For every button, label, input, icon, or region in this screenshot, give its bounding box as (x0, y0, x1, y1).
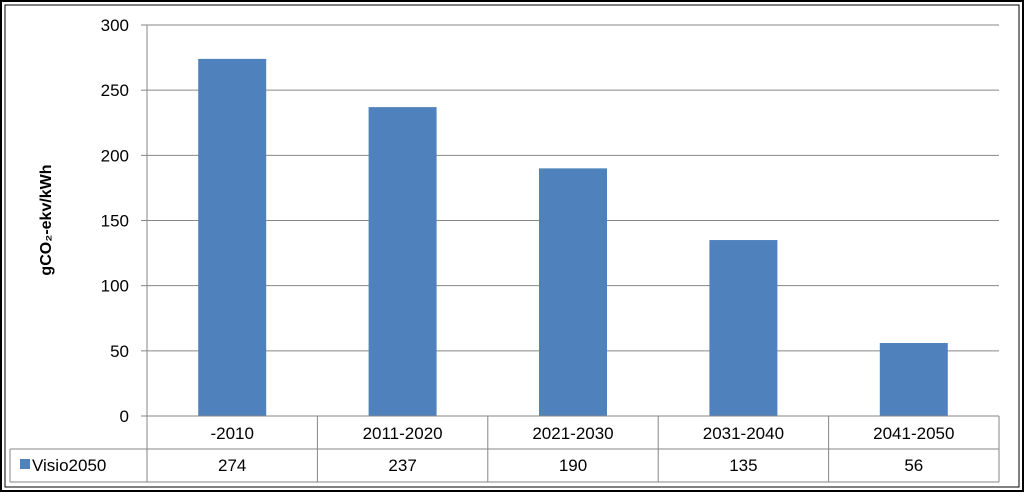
data-table-value: 135 (729, 456, 757, 475)
chart-inner-frame (4, 4, 1020, 488)
y-tick-label: 0 (120, 407, 129, 426)
y-tick-label: 50 (110, 342, 129, 361)
data-table: -2010 274 2011-2020 237 2021-2030 190 2031-204… (9, 415, 1000, 483)
bar (879, 343, 948, 416)
y-axis-title: gCO₂-ekv/kWh (38, 164, 55, 275)
legend-series-name: Visio2050 (32, 456, 106, 475)
category-label: -2010 (210, 424, 253, 443)
gridlines (147, 24, 999, 352)
data-table-value: 237 (388, 456, 416, 475)
y-tick-label: 250 (101, 81, 129, 100)
category-label: 2011-2020 (363, 424, 443, 443)
y-tick-label: 150 (101, 212, 129, 231)
category-label: 2031-2040 (703, 424, 784, 443)
bar (368, 107, 437, 417)
bars (198, 58, 948, 417)
category-label: 2021-2030 (532, 424, 613, 443)
y-tick-label: 200 (101, 146, 129, 165)
axes: 0 50 100 150 200 250 300 (101, 16, 148, 426)
y-tick-label: 300 (101, 16, 129, 35)
bar (709, 240, 778, 416)
data-table-value: 56 (904, 456, 923, 475)
bar (198, 58, 267, 417)
y-tick-label: 100 (101, 277, 129, 296)
category-label: 2041-2050 (873, 424, 954, 443)
data-table-value: 274 (218, 456, 246, 475)
legend-swatch (20, 459, 30, 469)
bar (539, 168, 607, 416)
data-table-value: 190 (559, 456, 587, 475)
